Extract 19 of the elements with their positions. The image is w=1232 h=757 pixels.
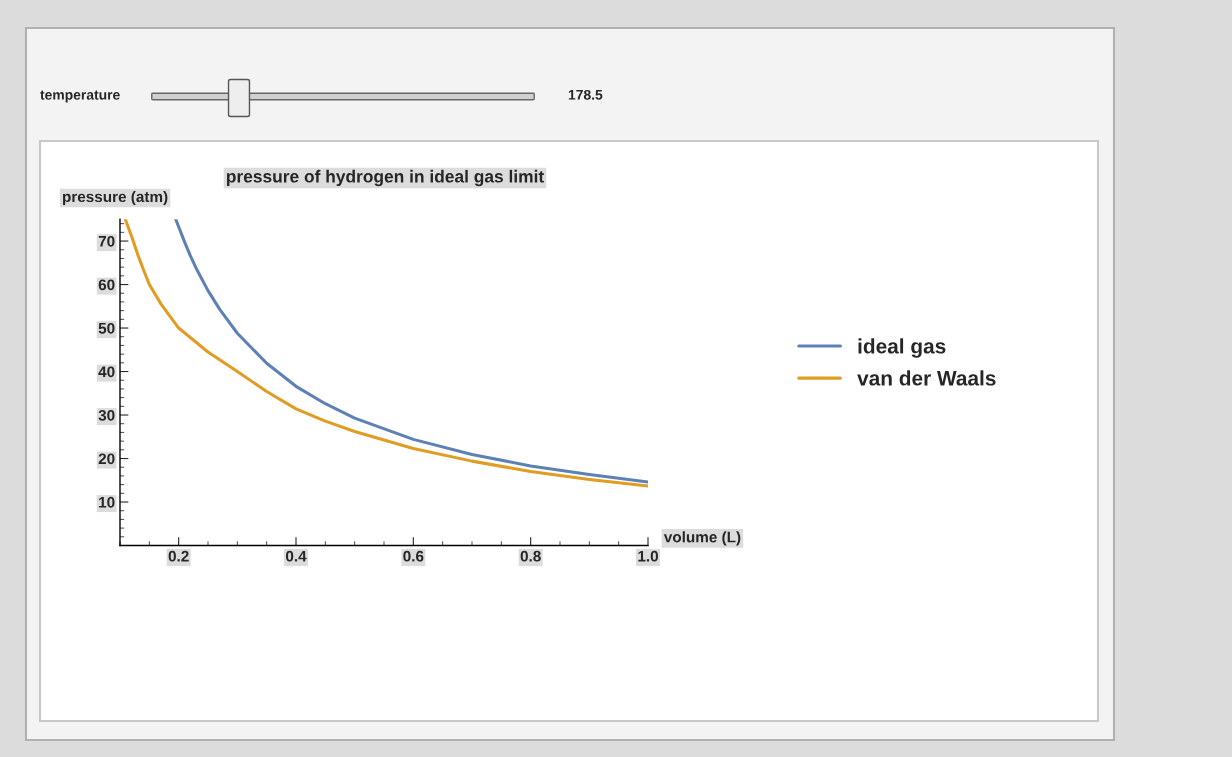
legend-label: ideal gas: [858, 338, 946, 358]
text: 178.5: [568, 89, 603, 100]
x-tick-label: 1.0: [638, 550, 658, 562]
y-tick-label: 20: [98, 453, 115, 465]
x-tick-label: 0.2: [168, 550, 189, 562]
x-axis-title: volume (L): [663, 531, 741, 546]
x-tick-label: 0.6: [403, 550, 424, 562]
text: temperature: [40, 90, 120, 103]
y-tick-label: 10: [99, 496, 115, 508]
y-tick-label: 50: [98, 322, 115, 334]
x-tick-label: 0.4: [285, 550, 307, 562]
y-tick-label: 60: [98, 279, 115, 291]
chart-title: pressure of hydrogen in ideal gas limit: [226, 169, 544, 187]
y-axis-title: pressure (atm): [63, 190, 168, 206]
y-tick-label: 30: [98, 409, 115, 421]
y-tick-label: 40: [98, 366, 115, 378]
x-tick-label: 0.8: [520, 550, 541, 562]
legend-label: van der Waals: [857, 370, 996, 386]
y-tick-label: 70: [98, 235, 115, 247]
